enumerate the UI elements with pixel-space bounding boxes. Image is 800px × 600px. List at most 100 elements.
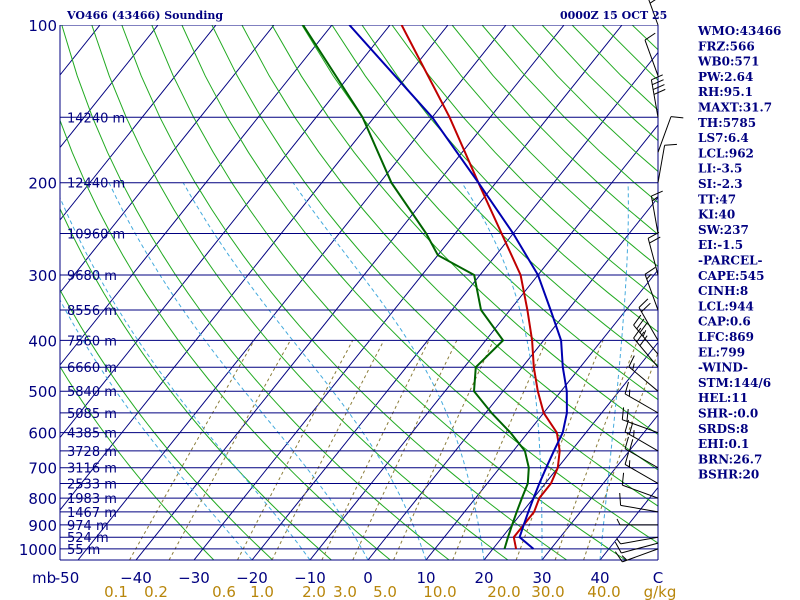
wind-barb-flag xyxy=(636,318,645,330)
wind-barb xyxy=(644,266,659,311)
wind-barb-shaft xyxy=(657,116,672,153)
pressure-tick-label: 800 xyxy=(28,490,57,508)
dry-adiabat-line xyxy=(61,25,450,560)
dry-adiabat-line xyxy=(181,25,658,544)
wind-barb-shaft xyxy=(624,448,659,469)
index-label: WMO:43466 xyxy=(697,24,781,38)
isotherm-line xyxy=(77,25,507,560)
wind-barb-flag xyxy=(652,79,664,86)
wind-barb-flag xyxy=(624,436,629,449)
parcel-profile-line xyxy=(348,25,568,550)
mixing-ratio-line xyxy=(393,340,494,560)
wind-barb-shaft xyxy=(647,238,659,276)
wind-barb-flag xyxy=(626,409,629,422)
wind-barb xyxy=(650,74,666,118)
wind-barb-flag xyxy=(641,302,651,313)
index-label: CAP:0.6 xyxy=(698,315,751,329)
wind-barb xyxy=(644,32,659,76)
height-label: 524 m xyxy=(67,531,109,546)
pressure-tick-label: 500 xyxy=(28,383,57,401)
pressure-tick-label: 700 xyxy=(28,460,57,478)
index-label: HEL:11 xyxy=(698,391,748,405)
height-label: 974 m xyxy=(67,519,109,534)
mixing-ratio-line xyxy=(129,340,255,560)
index-label: SW:237 xyxy=(698,223,749,237)
wind-barb xyxy=(633,314,659,355)
wind-barb-flag xyxy=(651,196,658,202)
height-label: 6660 m xyxy=(67,361,117,376)
wind-barb-shaft xyxy=(624,393,659,414)
dry-adiabat-line xyxy=(211,25,658,507)
wind-barb xyxy=(621,407,659,434)
isotherm-line xyxy=(425,269,658,560)
wind-barb-shaft xyxy=(644,274,659,311)
index-label: TT:47 xyxy=(698,192,736,206)
wind-barb xyxy=(638,298,659,341)
index-label: -PARCEL- xyxy=(698,254,763,268)
wind-barb xyxy=(619,492,659,513)
wind-barb xyxy=(621,472,659,499)
mixing-ratio-line xyxy=(515,340,604,560)
temperature-tick-label: −40 xyxy=(120,569,152,587)
dry-adiabat-line xyxy=(151,25,626,560)
index-label: CINH:8 xyxy=(698,284,748,298)
isotherm-line xyxy=(60,25,449,511)
pressure-unit-label: mb xyxy=(32,569,56,587)
index-label: KI:40 xyxy=(698,208,735,222)
temperature-tick-label: 40 xyxy=(590,569,609,587)
isotherm-line xyxy=(483,341,658,560)
height-label: 1983 m xyxy=(67,492,117,507)
wind-barb-shaft xyxy=(622,419,659,434)
isotherm-line xyxy=(193,25,623,560)
mixing-ratio-line xyxy=(352,340,458,560)
wind-barb-flag xyxy=(614,541,622,554)
wind-barbs xyxy=(614,0,684,563)
wind-barb-flag xyxy=(628,439,634,452)
wind-barb-flag xyxy=(646,273,652,280)
index-label: -WIND- xyxy=(698,361,748,375)
wind-barb-shaft xyxy=(644,39,659,76)
wind-barb-flag xyxy=(638,298,649,308)
index-label: LS7:6.4 xyxy=(698,131,749,145)
isotherm-line xyxy=(60,25,391,439)
mixing-ratio-unit-label: g/kg xyxy=(644,583,677,600)
isotherm-line xyxy=(367,196,658,560)
index-label: CAPE:545 xyxy=(698,269,765,283)
wind-barb xyxy=(624,436,659,469)
mixing-ratio-line xyxy=(168,340,291,560)
mixing-ratio-tick-label: 30.0 xyxy=(531,583,564,600)
wind-barb-shaft xyxy=(657,145,666,183)
height-label: 5085 m xyxy=(67,407,117,422)
wind-barb-flag xyxy=(628,422,634,435)
wind-barb-flag xyxy=(616,518,621,526)
moist-adiabat-line xyxy=(108,182,369,560)
index-label: WB0:571 xyxy=(697,55,759,69)
dry-adiabat-line xyxy=(331,25,658,367)
isotherm-line xyxy=(60,25,159,149)
pressure-tick-label: 100 xyxy=(28,17,57,35)
height-label: 9680 m xyxy=(67,269,117,284)
index-label: LCL:944 xyxy=(698,299,754,313)
mixing-ratio-line xyxy=(452,340,547,560)
wind-barb xyxy=(628,355,659,392)
height-label: 12440 m xyxy=(67,177,125,192)
pressure-tick-label: 300 xyxy=(28,267,57,285)
mixing-ratio-tick-label: 10.0 xyxy=(423,583,456,600)
wind-barb-flag xyxy=(651,74,663,81)
wind-barb-flag xyxy=(653,88,666,95)
index-label: FRZ:566 xyxy=(698,39,755,53)
wind-barb xyxy=(616,536,659,545)
profile-lines xyxy=(302,25,568,550)
temperature-tick-label: -50 xyxy=(55,569,80,587)
wind-barb-flag xyxy=(633,314,642,326)
index-label: EL:799 xyxy=(698,345,745,359)
height-label: 55 m xyxy=(67,543,100,558)
height-label: 7560 m xyxy=(67,334,117,349)
wind-barb-shaft xyxy=(624,431,659,452)
wind-barb-flag xyxy=(628,355,635,367)
index-label: BSHR:20 xyxy=(698,468,759,482)
isotherm-line xyxy=(60,25,275,294)
